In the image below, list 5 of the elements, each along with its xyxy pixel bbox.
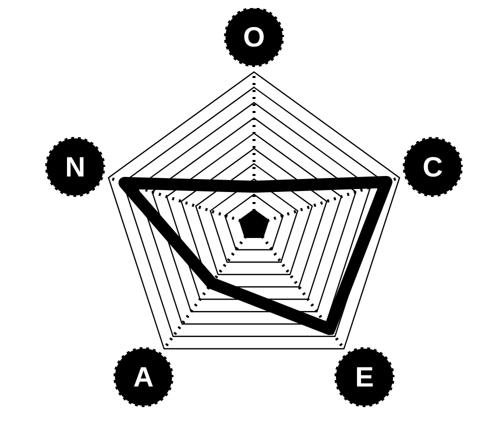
spoke-label: C bbox=[422, 151, 443, 182]
spoke-label: E bbox=[355, 362, 374, 393]
spoke-label: N bbox=[65, 151, 86, 182]
spoke-label: O bbox=[243, 22, 265, 52]
spoke-label: A bbox=[133, 362, 154, 393]
